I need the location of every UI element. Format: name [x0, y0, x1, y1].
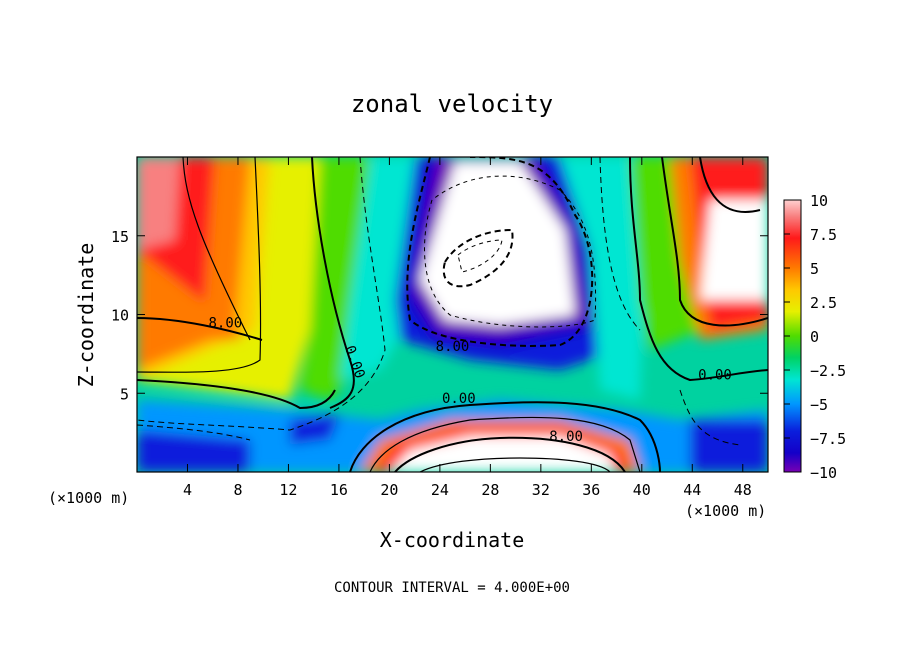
field-region — [560, 157, 645, 400]
x-tick-label: 8 — [233, 481, 242, 499]
contour-line — [679, 389, 741, 446]
contour-line — [419, 457, 611, 472]
colorbar-tick-label: −2.5 — [810, 362, 846, 380]
field-region — [420, 162, 575, 325]
x-tick-label: 4 — [183, 481, 192, 499]
colorbar-tick-label: 7.5 — [810, 226, 837, 244]
colorbar-tick-label: −7.5 — [810, 430, 846, 448]
field-region — [137, 250, 240, 340]
contour-label: 8.00 — [208, 315, 242, 331]
contour-label: 0.00 — [698, 367, 732, 383]
field-region — [700, 200, 768, 300]
field-region — [137, 430, 250, 472]
contour-line — [394, 436, 626, 472]
contour-interval-note: CONTOUR INTERVAL = 4.000E+00 — [334, 580, 570, 596]
x-tick-label: 28 — [481, 481, 499, 499]
contour-line — [311, 157, 355, 409]
contour-line — [137, 379, 336, 410]
contour-label-group: 8.00 — [549, 429, 583, 445]
contour-line — [457, 239, 503, 273]
y-tick-label: 5 — [120, 385, 129, 403]
contour-line — [137, 157, 262, 373]
velocity-field — [137, 157, 768, 472]
colorbar-tick-label: 10 — [810, 192, 828, 210]
contour-line — [349, 401, 661, 472]
x-tick-label: 16 — [330, 481, 348, 499]
x-tick-label: 36 — [582, 481, 600, 499]
x-unit-label-left: (×1000 m) — [48, 489, 129, 507]
contour-line — [424, 175, 597, 328]
x-tick-label: 12 — [279, 481, 297, 499]
contour-label-group: 8.00 — [208, 315, 242, 331]
field-region — [137, 157, 180, 250]
colorbar-tick-label: 2.5 — [810, 294, 837, 312]
x-tick-label: 24 — [431, 481, 449, 499]
contour-line — [137, 424, 251, 441]
y-tick-label: 15 — [111, 228, 129, 246]
y-axis-label: Z-coordinate — [74, 243, 98, 388]
contour-line — [661, 157, 768, 327]
x-tick-label: 20 — [380, 481, 398, 499]
x-tick-label: 44 — [683, 481, 701, 499]
contour-line — [369, 416, 641, 472]
contour-line — [137, 317, 263, 341]
x-tick-label: 40 — [633, 481, 651, 499]
colorbar-tick-label: −10 — [810, 464, 837, 482]
x-unit-label-right: (×1000 m) — [685, 502, 766, 520]
contour-line — [182, 157, 251, 341]
x-tick-label: 48 — [734, 481, 752, 499]
y-tick-label: 10 — [111, 307, 129, 325]
colorbar-tick-label: −5 — [810, 396, 828, 414]
contour-label: 8.00 — [549, 429, 583, 445]
contour-label-group: 0.00 — [442, 391, 476, 407]
x-axis-label: X-coordinate — [380, 528, 525, 552]
contour-label: 8.00 — [436, 339, 470, 355]
field-color-regions — [137, 157, 768, 472]
chart-title: zonal velocity — [351, 90, 553, 118]
colorbar-ticks: 10 7.5 5 2.5 0 −2.5 −5 −7.5 −10 — [784, 192, 846, 482]
field-region — [690, 420, 768, 472]
contour-lines: 8.000.00 8.000.008.000.00 — [137, 157, 768, 472]
contour-label-group: 8.00 — [436, 339, 470, 355]
x-tick-label: 32 — [532, 481, 550, 499]
contour-line — [599, 157, 641, 331]
contour-label-group: 0.00 — [698, 367, 732, 383]
colorbar-tick-label: 5 — [810, 260, 819, 278]
contour-line — [406, 157, 594, 347]
contour-line — [442, 228, 514, 288]
contour-label: 0.00 — [442, 391, 476, 407]
x-axis-ticks: 4 8 12 16 20 24 28 32 36 40 44 48 — [183, 157, 752, 499]
contour-line — [629, 157, 768, 382]
field-region — [290, 415, 340, 445]
contour-line — [699, 157, 761, 213]
colorbar-tick-label: 0 — [810, 328, 819, 346]
y-axis-ticks: 5 10 15 — [111, 228, 768, 403]
